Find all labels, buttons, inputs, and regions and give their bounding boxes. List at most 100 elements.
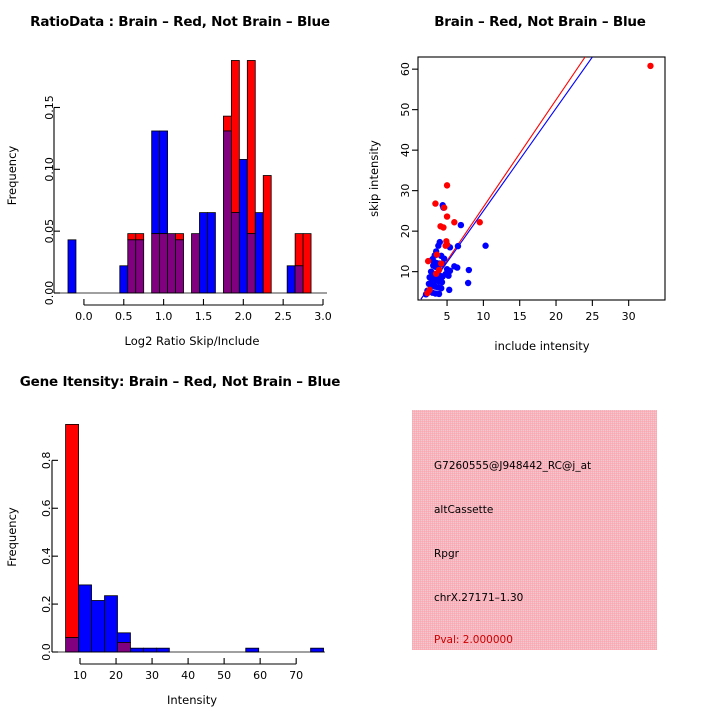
gene-x-tick-label: 30 bbox=[145, 669, 159, 682]
gene-y-axis-label: Frequency bbox=[5, 507, 19, 567]
ratio-bar-red bbox=[262, 175, 272, 294]
ratio-bar-overlap bbox=[159, 233, 169, 294]
ratio-x-tick-label: 0.5 bbox=[115, 310, 133, 323]
ratio-y-tick-label: 0.15 bbox=[43, 95, 56, 120]
scatter-point-blue bbox=[454, 242, 462, 250]
ratio-bar-red bbox=[246, 60, 256, 235]
ratio-bar-blue bbox=[67, 239, 77, 294]
probe-id-text: G7260555@J948442_RC@j_at bbox=[434, 460, 592, 472]
gene-x-tick-label: 40 bbox=[181, 669, 195, 682]
scatter-point-blue bbox=[438, 285, 445, 292]
gene-x-axis: 10 20 30 40 50 60 70 bbox=[73, 658, 303, 682]
ratio-bar-red bbox=[230, 60, 240, 214]
ratio-y-tick-label: 0.00 bbox=[43, 281, 56, 306]
scatter-point-blue bbox=[440, 255, 448, 262]
ratio-bar-overlap bbox=[246, 233, 256, 294]
gene-bar-blue bbox=[310, 647, 324, 653]
pval-text: Pval: 2.000000 bbox=[434, 634, 513, 646]
scatter-y-axis-label: skip intensity bbox=[367, 140, 381, 217]
ratio-bar-overlap bbox=[135, 239, 145, 294]
gene-y-tick-label: 0.4 bbox=[40, 547, 53, 565]
gene-bar-blue bbox=[143, 647, 157, 653]
scatter-point-blue bbox=[446, 286, 453, 294]
scatter-point-blue bbox=[465, 266, 473, 274]
scatter-point-red bbox=[424, 289, 431, 297]
gene-bar-blue bbox=[117, 632, 131, 643]
ratio-x-axis: 0.0 0.5 1.0 1.5 2.0 2.5 3.0 bbox=[75, 299, 332, 323]
scatter-points bbox=[422, 62, 654, 298]
ratio-bar-overlap bbox=[167, 233, 176, 294]
scatter-point-blue bbox=[482, 242, 489, 249]
ratio-x-tick-label: 1.5 bbox=[195, 310, 213, 323]
gene-x-tick-label: 10 bbox=[73, 669, 87, 682]
gene-bar-overlap bbox=[117, 642, 131, 653]
gene-plot-area bbox=[65, 423, 324, 653]
ratio-x-tick-label: 2.0 bbox=[235, 310, 253, 323]
gene-x-tick-label: 60 bbox=[253, 669, 267, 682]
scatter-point-red bbox=[438, 260, 445, 267]
ratio-bar-overlap bbox=[191, 233, 200, 294]
scatter-title: Brain – Red, Not Brain – Blue bbox=[434, 14, 646, 30]
ratio-x-tick-label: 2.5 bbox=[274, 310, 292, 323]
ratio-bar-blue bbox=[254, 212, 264, 294]
ratio-histogram-title: RatioData : Brain – Red, Not Brain – Blu… bbox=[30, 14, 330, 30]
ratio-bar-overlap bbox=[222, 130, 232, 294]
locus-text: chrX.27171–1.30 bbox=[434, 592, 524, 604]
scatter-point-red bbox=[424, 257, 432, 265]
ratio-bar-blue bbox=[151, 130, 161, 235]
panel-annotation-info: G7260555@J948442_RC@j_at altCassette Rpg… bbox=[360, 360, 720, 720]
ratio-x-tick-label: 1.0 bbox=[155, 310, 173, 323]
gene-symbol-text: Rpgr bbox=[434, 548, 459, 560]
ratio-y-axis-label: Frequency bbox=[5, 146, 19, 206]
scatter-x-tick-label: 20 bbox=[549, 310, 563, 323]
scatter-x-tick-label: 15 bbox=[513, 310, 527, 323]
scatter-y-tick-label: 60 bbox=[399, 62, 412, 76]
scatter-point-blue bbox=[435, 290, 443, 298]
info-box: G7260555@J948442_RC@j_at altCassette Rpg… bbox=[412, 410, 657, 650]
ratio-bar-red bbox=[175, 233, 184, 241]
gene-bar-overlap bbox=[65, 637, 79, 653]
scatter-point-blue bbox=[446, 267, 454, 275]
scatter-point-red bbox=[432, 200, 439, 207]
gene-y-tick-label: 0.8 bbox=[40, 452, 53, 470]
gene-bar-blue bbox=[155, 647, 170, 653]
gene-bar-blue bbox=[91, 600, 105, 653]
scatter-point-blue bbox=[445, 272, 452, 279]
scatter-x-tick-label: 10 bbox=[476, 310, 490, 323]
scatter-point-red bbox=[647, 62, 654, 70]
gene-histogram-title: Gene Itensity: Brain – Red, Not Brain – … bbox=[19, 374, 341, 390]
ratio-bar-blue bbox=[159, 130, 169, 235]
panel-gene-histogram: Gene Itensity: Brain – Red, Not Brain – … bbox=[0, 360, 360, 720]
scatter-y-tick-label: 10 bbox=[399, 265, 412, 279]
scatter-svg: 10 20 30 40 50 60 5 10 15 20 25 30 include intensity… bbox=[367, 56, 666, 353]
gene-bar-blue bbox=[130, 647, 144, 653]
gene-histogram-svg: 0.0 0.2 0.4 0.6 0.8 10 20 30 40 50 60 70 Intensity Fr… bbox=[5, 423, 325, 707]
gene-x-tick-label: 20 bbox=[109, 669, 123, 682]
ratio-bar-red bbox=[294, 233, 304, 267]
scatter-point-red bbox=[433, 251, 441, 258]
scatter-point-blue bbox=[464, 279, 472, 287]
scatter-point-red bbox=[451, 219, 458, 226]
scatter-point-blue bbox=[457, 221, 465, 229]
scatter-point-red bbox=[432, 270, 440, 277]
scatter-brain-fit-line bbox=[420, 57, 586, 300]
scatter-point-red bbox=[476, 219, 483, 226]
panel-scatter: Brain – Red, Not Brain – Blue 10 20 30 40 50… bbox=[360, 0, 720, 360]
gene-bar-blue bbox=[78, 584, 92, 653]
ratio-y-axis: 0.00 0.05 0.10 0.15 bbox=[43, 95, 60, 305]
gene-y-tick-label: 0.2 bbox=[40, 595, 53, 613]
scatter-point-red bbox=[443, 213, 451, 220]
scatter-y-tick-label: 50 bbox=[399, 103, 412, 117]
ratio-y-tick-label: 0.10 bbox=[43, 157, 56, 182]
scatter-point-red bbox=[442, 242, 449, 249]
ratio-bar-overlap bbox=[230, 212, 240, 294]
ratio-x-axis-label: Log2 Ratio Skip/Include bbox=[125, 334, 260, 348]
scatter-y-tick-label: 30 bbox=[399, 184, 412, 198]
gene-bar-blue bbox=[104, 595, 118, 653]
gene-bar-blue bbox=[245, 647, 260, 653]
panel-ratio-histogram: RatioData : Brain – Red, Not Brain – Blu… bbox=[0, 0, 360, 360]
scatter-point-red bbox=[440, 224, 447, 231]
gene-y-tick-label: 0.6 bbox=[40, 500, 53, 518]
gene-x-tick-label: 50 bbox=[217, 669, 231, 682]
ratio-bar-blue bbox=[286, 265, 296, 294]
